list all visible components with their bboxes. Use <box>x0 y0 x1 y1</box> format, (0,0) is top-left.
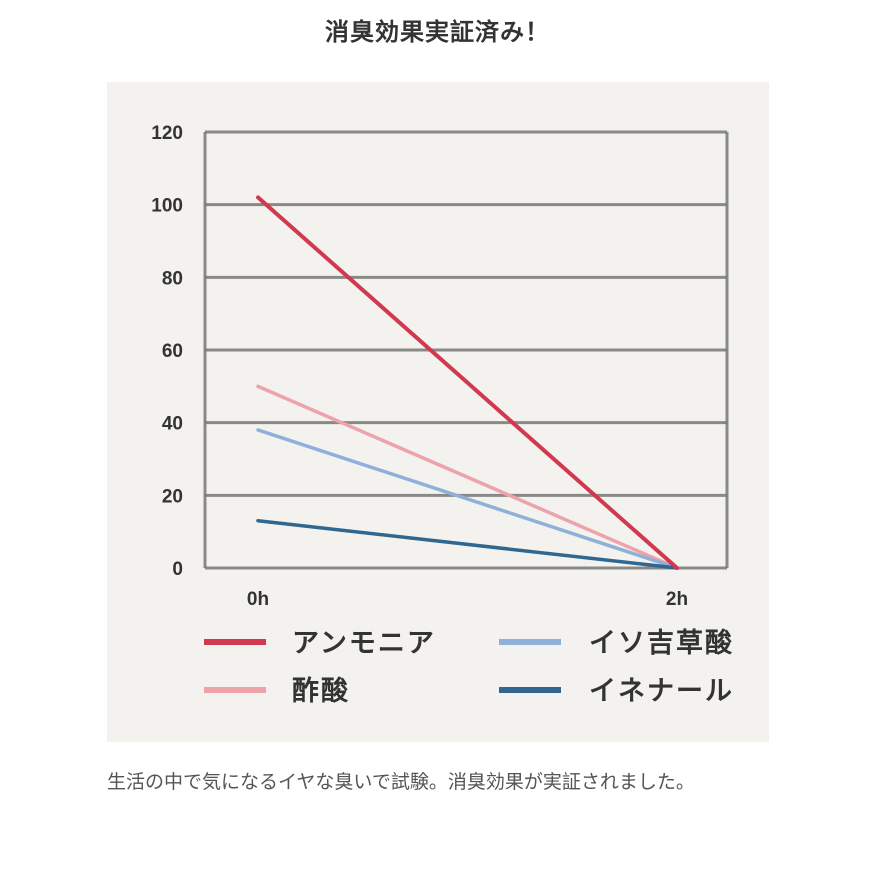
legend-label: イネナール <box>589 676 734 707</box>
chart-panel: 0 20 40 60 80 100 120 0h 2h アンモニア イソ吉草酸酢酸 イネナール <box>107 82 769 742</box>
y-axis-ticks: 0 20 40 60 80 100 120 <box>151 123 183 580</box>
y-tick-label: 120 <box>151 123 183 144</box>
y-tick-label: 100 <box>151 196 183 217</box>
x-axis-ticks: 0h 2h <box>247 589 688 610</box>
y-tick-label: 20 <box>162 486 183 507</box>
caption-text: 生活の中で気になるイヤな臭いで試験。消臭効果が実証されました。 <box>107 771 695 793</box>
y-tick-label: 60 <box>162 341 183 362</box>
series-line <box>256 519 679 570</box>
legend-label: イソ吉草酸 <box>589 628 734 659</box>
data-lines <box>256 195 679 570</box>
series-line <box>256 428 679 570</box>
y-tick-label: 80 <box>162 268 183 289</box>
x-tick-label: 0h <box>247 589 269 610</box>
legend-label: アンモニア <box>292 628 436 659</box>
x-tick-label: 2h <box>666 589 688 610</box>
series-line <box>256 384 679 570</box>
series-line <box>256 195 679 570</box>
page-title: 消臭効果実証済み！ <box>325 18 550 46</box>
chart-grid <box>203 130 729 570</box>
legend-label: 酢酸 <box>292 676 350 707</box>
y-tick-label: 40 <box>162 414 183 435</box>
y-tick-label: 0 <box>172 559 183 580</box>
